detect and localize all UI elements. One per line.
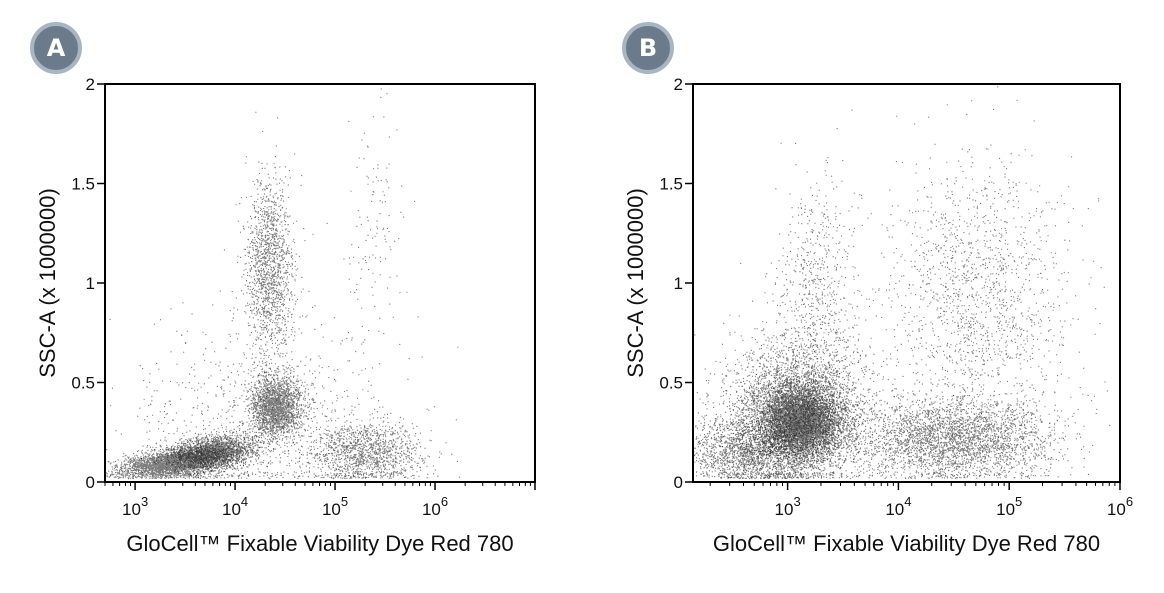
y-tick-label: 0.5 xyxy=(71,374,95,393)
population-dead-cells xyxy=(253,402,460,480)
x-tick-label: 104 xyxy=(885,494,911,519)
y-tick-label: 1 xyxy=(86,274,95,293)
y-tick-label: 0.5 xyxy=(659,374,683,393)
y-tick-label: 0 xyxy=(86,473,95,492)
x-axis-title: GloCell™ Fixable Viability Dye Red 780 xyxy=(126,531,513,556)
y-tick-label: 1.5 xyxy=(71,175,95,194)
y-tick-label: 2 xyxy=(86,75,95,94)
x-axis-title: GloCell™ Fixable Viability Dye Red 780 xyxy=(713,531,1100,556)
population-left-low xyxy=(693,404,835,479)
population-dense-live-mid xyxy=(140,425,277,479)
y-tick-label: 1 xyxy=(674,274,683,293)
panel-b-plot: 0 0.5 1 1.5 2 103 104 105 106 GloCell™ Fixable Vi… xyxy=(623,75,1133,556)
scatter-points xyxy=(693,84,1120,480)
panel-a-plot: 0 0.5 1 1.5 2 103 104 105 106 GloCell™ Fixable Vi… xyxy=(35,75,536,556)
y-tick-label: 0 xyxy=(674,473,683,492)
population-dead-upper xyxy=(326,88,416,343)
panel-b-badge: B xyxy=(622,22,674,74)
x-tick-label: 105 xyxy=(996,494,1022,519)
plot-frame xyxy=(104,83,536,483)
x-tick-label: 106 xyxy=(1107,494,1133,519)
x-tick-label: 105 xyxy=(322,494,348,519)
population-upper-cluster xyxy=(223,111,314,399)
y-tick-label: 1.5 xyxy=(659,175,683,194)
x-tick-label: 103 xyxy=(775,494,801,519)
y-tick-label: 2 xyxy=(674,75,683,94)
x-tick-label: 103 xyxy=(122,494,148,519)
y-axis-title: SSC-A (x 1000000) xyxy=(623,188,648,378)
x-tick-label: 104 xyxy=(222,494,248,519)
population-background xyxy=(105,260,459,480)
population-dense-halo xyxy=(693,293,931,480)
y-axis-title: SSC-A (x 1000000) xyxy=(35,188,60,378)
scatter-points xyxy=(105,88,460,480)
panel-a-badge: A xyxy=(30,22,82,74)
x-tick-label: 106 xyxy=(422,494,448,519)
